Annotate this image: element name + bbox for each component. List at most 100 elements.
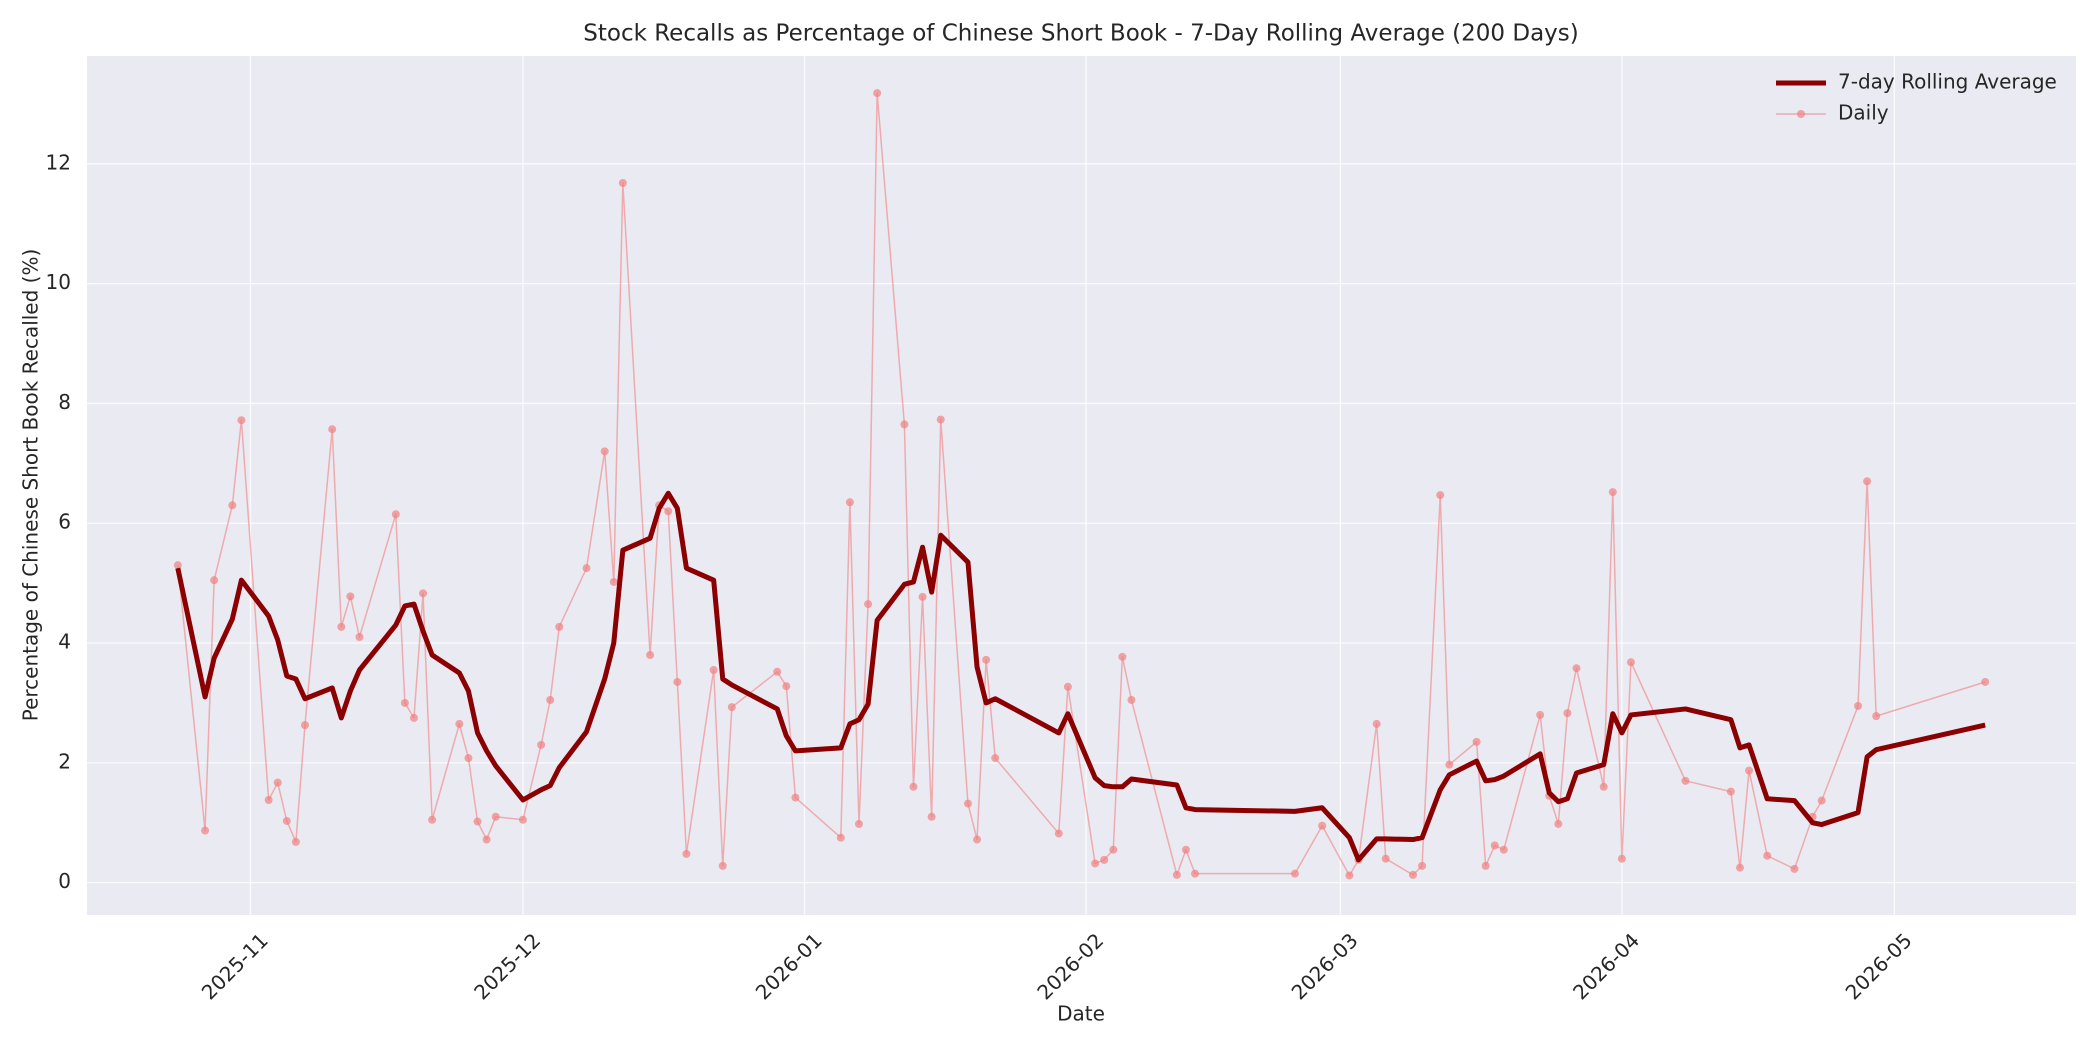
data-point [673, 677, 682, 686]
data-point [727, 703, 736, 712]
data-point [328, 425, 337, 434]
y-axis-label: Percentage of Chinese Short Book Recalle… [19, 249, 43, 722]
data-point [1599, 782, 1608, 791]
data-point [1872, 712, 1881, 721]
data-point [1063, 682, 1072, 691]
data-point [1817, 796, 1826, 805]
data-point [1608, 488, 1617, 497]
x-tick-label: 2026-02 [1032, 928, 1108, 1004]
data-point [836, 833, 845, 842]
data-point [864, 600, 873, 609]
data-point [1554, 819, 1563, 828]
data-point [337, 622, 346, 631]
data-point [982, 655, 991, 664]
data-point [1981, 677, 1990, 686]
data-point [1100, 855, 1109, 864]
x-tick-label: 2026-01 [751, 928, 827, 1004]
data-line [175, 490, 1986, 863]
data-point [201, 826, 210, 835]
data-point [1418, 861, 1427, 870]
data-point [1127, 695, 1136, 704]
series [175, 490, 1986, 863]
data-point [973, 835, 982, 844]
data-point [682, 849, 691, 858]
legend: 7-day Rolling Average Daily [1776, 70, 2057, 125]
data-point [1409, 870, 1417, 879]
data-point [264, 795, 273, 804]
x-tick-label: 2026-04 [1568, 928, 1644, 1004]
data-point [791, 793, 800, 802]
data-point [391, 510, 400, 519]
data-point [1563, 709, 1572, 718]
data-point [1481, 861, 1490, 870]
data-point [582, 564, 591, 573]
data-point [300, 721, 309, 730]
x-tick-label: 2025-11 [197, 928, 273, 1004]
legend-label: 7-day Rolling Average [1838, 70, 2057, 94]
data-point [854, 819, 863, 828]
data-point [555, 622, 564, 631]
data-point [927, 812, 936, 821]
data-point [1318, 821, 1327, 830]
legend-label: Daily [1838, 101, 1889, 125]
data-point [273, 778, 282, 787]
data-point [518, 815, 527, 824]
y-tick-label: 6 [58, 510, 71, 534]
data-point [1572, 664, 1581, 673]
data-point [210, 576, 219, 585]
data-point [1381, 854, 1390, 863]
data-point [873, 89, 882, 98]
data-point [1854, 701, 1863, 710]
plot-area [87, 56, 2076, 915]
data-point [1763, 851, 1772, 860]
data-point [618, 178, 627, 187]
y-tick-label: 2 [58, 749, 71, 773]
data-point [845, 498, 854, 507]
data-point [1681, 776, 1690, 785]
x-tick-label: 2026-03 [1287, 928, 1363, 1004]
data-point [646, 651, 655, 660]
data-point [1745, 766, 1754, 775]
data-point [1790, 864, 1799, 873]
data-point [237, 416, 246, 425]
data-point [909, 782, 918, 791]
grid [87, 56, 2076, 915]
x-tick-label: 2026-05 [1841, 928, 1917, 1004]
data-point [473, 817, 482, 826]
data-point [1172, 870, 1181, 879]
data-point [1290, 869, 1299, 878]
data-point [282, 816, 291, 825]
data-point [1472, 737, 1481, 746]
data-point [400, 698, 409, 707]
x-tick-label: 2025-12 [469, 928, 545, 1004]
data-point [1109, 845, 1118, 854]
data-point [1726, 787, 1735, 796]
legend-marker [1797, 110, 1805, 118]
data-point [1445, 760, 1454, 769]
data-point [1345, 871, 1354, 880]
data-point [1436, 491, 1445, 500]
data-point [1372, 719, 1381, 728]
data-point [664, 507, 673, 516]
y-tick-label: 10 [46, 270, 71, 294]
data-point [346, 592, 355, 601]
data-point [782, 682, 791, 691]
data-point [409, 713, 418, 722]
data-point [355, 633, 364, 642]
data-point [537, 740, 546, 749]
data-point [464, 754, 473, 763]
series [173, 89, 1990, 880]
data-point [1118, 652, 1127, 661]
y-tick-label: 12 [46, 150, 71, 174]
data-point [428, 815, 437, 824]
data-point [173, 561, 182, 570]
data-point [1626, 658, 1635, 667]
data-point [936, 415, 945, 424]
data-point [1181, 845, 1190, 854]
data-point [773, 667, 782, 676]
data-point [900, 420, 909, 429]
data-point [1499, 845, 1508, 854]
data-point [1091, 859, 1100, 868]
data-point [455, 719, 464, 728]
